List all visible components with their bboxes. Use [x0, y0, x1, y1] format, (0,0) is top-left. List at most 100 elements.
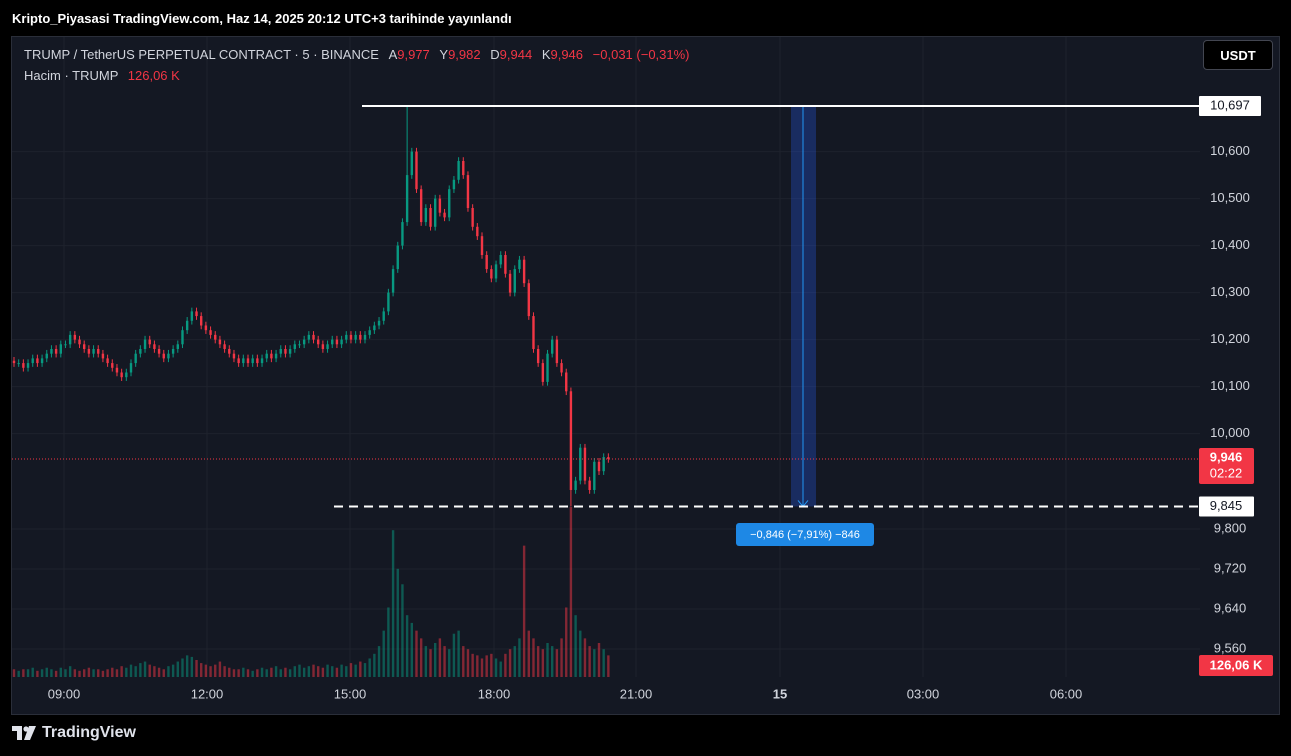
- volume-bar: [574, 615, 577, 677]
- candle-body: [368, 330, 371, 335]
- high-price-badge: [1199, 96, 1261, 116]
- candle-body: [232, 353, 236, 359]
- volume-bar: [190, 656, 194, 677]
- volume-bar: [302, 667, 306, 677]
- volume-bar: [129, 664, 133, 677]
- volume-bar: [293, 666, 296, 677]
- volume-bar: [555, 649, 559, 677]
- volume-bar: [331, 666, 334, 677]
- volume-bar: [522, 545, 526, 677]
- high-label: Y: [439, 47, 449, 62]
- price-tick-label: 10,200: [1210, 331, 1250, 346]
- price-tick-label: 10,400: [1210, 237, 1250, 252]
- candle-body: [92, 348, 95, 354]
- volume-bar: [101, 670, 105, 677]
- candle-body: [171, 348, 175, 354]
- candle-body: [405, 175, 409, 223]
- candle-body: [522, 259, 526, 284]
- volume-bar: [471, 653, 474, 677]
- volume-bar: [480, 658, 484, 677]
- candle-body: [410, 151, 413, 176]
- tradingview-logo[interactable]: TradingView: [12, 724, 136, 742]
- candle-body: [593, 461, 596, 490]
- candle-body: [485, 254, 488, 270]
- candle-body: [527, 283, 530, 317]
- open-label: A: [388, 47, 398, 62]
- volume-bar: [64, 669, 67, 677]
- volume-bar: [443, 646, 446, 677]
- candle-body: [607, 457, 610, 459]
- candle-body: [101, 353, 105, 359]
- volume-legend: Hacim · TRUMP 126,06 K: [24, 68, 180, 83]
- candle-body: [508, 273, 512, 293]
- volume-bar: [504, 653, 507, 677]
- candle-body: [214, 334, 217, 340]
- time-tick-label: 09:00: [48, 686, 81, 701]
- volume-bar: [171, 664, 175, 677]
- candle-body: [270, 353, 273, 359]
- volume-bars: [12, 507, 610, 677]
- volume-bar: [242, 667, 245, 677]
- volume-bar: [448, 649, 451, 677]
- volume-bar: [457, 630, 460, 677]
- volume-bar: [223, 666, 226, 677]
- volume-bar: [401, 584, 404, 677]
- volume-bar: [551, 646, 554, 677]
- time-tick-label: 06:00: [1050, 686, 1083, 701]
- candle-body: [185, 320, 189, 331]
- volume-bar: [434, 643, 437, 677]
- volume-bar: [120, 666, 123, 677]
- price-tick-label: 10,500: [1210, 190, 1250, 205]
- time-tick-label: 15:00: [334, 686, 367, 701]
- price-tick-label: 10,000: [1210, 425, 1250, 440]
- candle-body: [560, 363, 563, 373]
- volume-bar: [373, 653, 376, 677]
- symbol-name: TRUMP / TetherUS PERPETUAL CONTRACT · 5 …: [24, 47, 379, 62]
- candle-body: [448, 189, 451, 218]
- volume-bar: [246, 669, 250, 677]
- volume-bar: [279, 669, 282, 677]
- candle-body: [546, 353, 549, 382]
- candle-body: [569, 391, 573, 490]
- candle-body: [260, 358, 264, 364]
- candle-body: [373, 325, 376, 331]
- low-price-badge: [1199, 496, 1254, 517]
- volume-bar: [31, 667, 34, 677]
- candle-body: [97, 348, 100, 354]
- candle-body: [162, 353, 165, 359]
- candle-body: [565, 372, 568, 392]
- volume-bar: [83, 669, 86, 677]
- volume-bar: [513, 646, 516, 677]
- candle-body: [143, 339, 147, 349]
- volume-bar: [438, 638, 442, 677]
- candle-body: [574, 480, 577, 490]
- volume-bar: [195, 660, 198, 677]
- volume-bar: [214, 664, 217, 677]
- candle-body: [349, 334, 353, 340]
- volume-bar: [17, 670, 20, 677]
- candle-body: [242, 358, 245, 364]
- currency-button[interactable]: USDT: [1203, 40, 1273, 70]
- volume-bar: [518, 638, 521, 677]
- volume-bar: [73, 669, 77, 677]
- candle-body: [265, 353, 268, 359]
- volume-bar: [476, 655, 479, 677]
- volume-bar: [382, 630, 385, 677]
- volume-bar: [87, 667, 91, 677]
- price-chart[interactable]: 10,600 10,500 10,400 10,300 10,200 10,100 10,0…: [12, 37, 1279, 714]
- close-value: 9,946: [550, 47, 584, 62]
- chart-frame[interactable]: 10,600 10,500 10,400 10,300 10,200 10,100 10,0…: [11, 36, 1280, 715]
- volume-bar: [209, 666, 212, 677]
- candle-body: [54, 348, 58, 354]
- candle-body: [476, 226, 479, 237]
- price-tick-label: 10,300: [1210, 284, 1250, 299]
- candle-body: [504, 254, 507, 274]
- volume-bar: [237, 669, 240, 677]
- volume-bar: [45, 667, 48, 677]
- grid-lines: [12, 37, 1200, 677]
- volume-bar: [36, 670, 39, 677]
- volume-bar: [546, 643, 549, 677]
- volume-bar: [232, 669, 236, 677]
- volume-bar: [532, 638, 535, 677]
- drawing-overlays: [12, 105, 1200, 546]
